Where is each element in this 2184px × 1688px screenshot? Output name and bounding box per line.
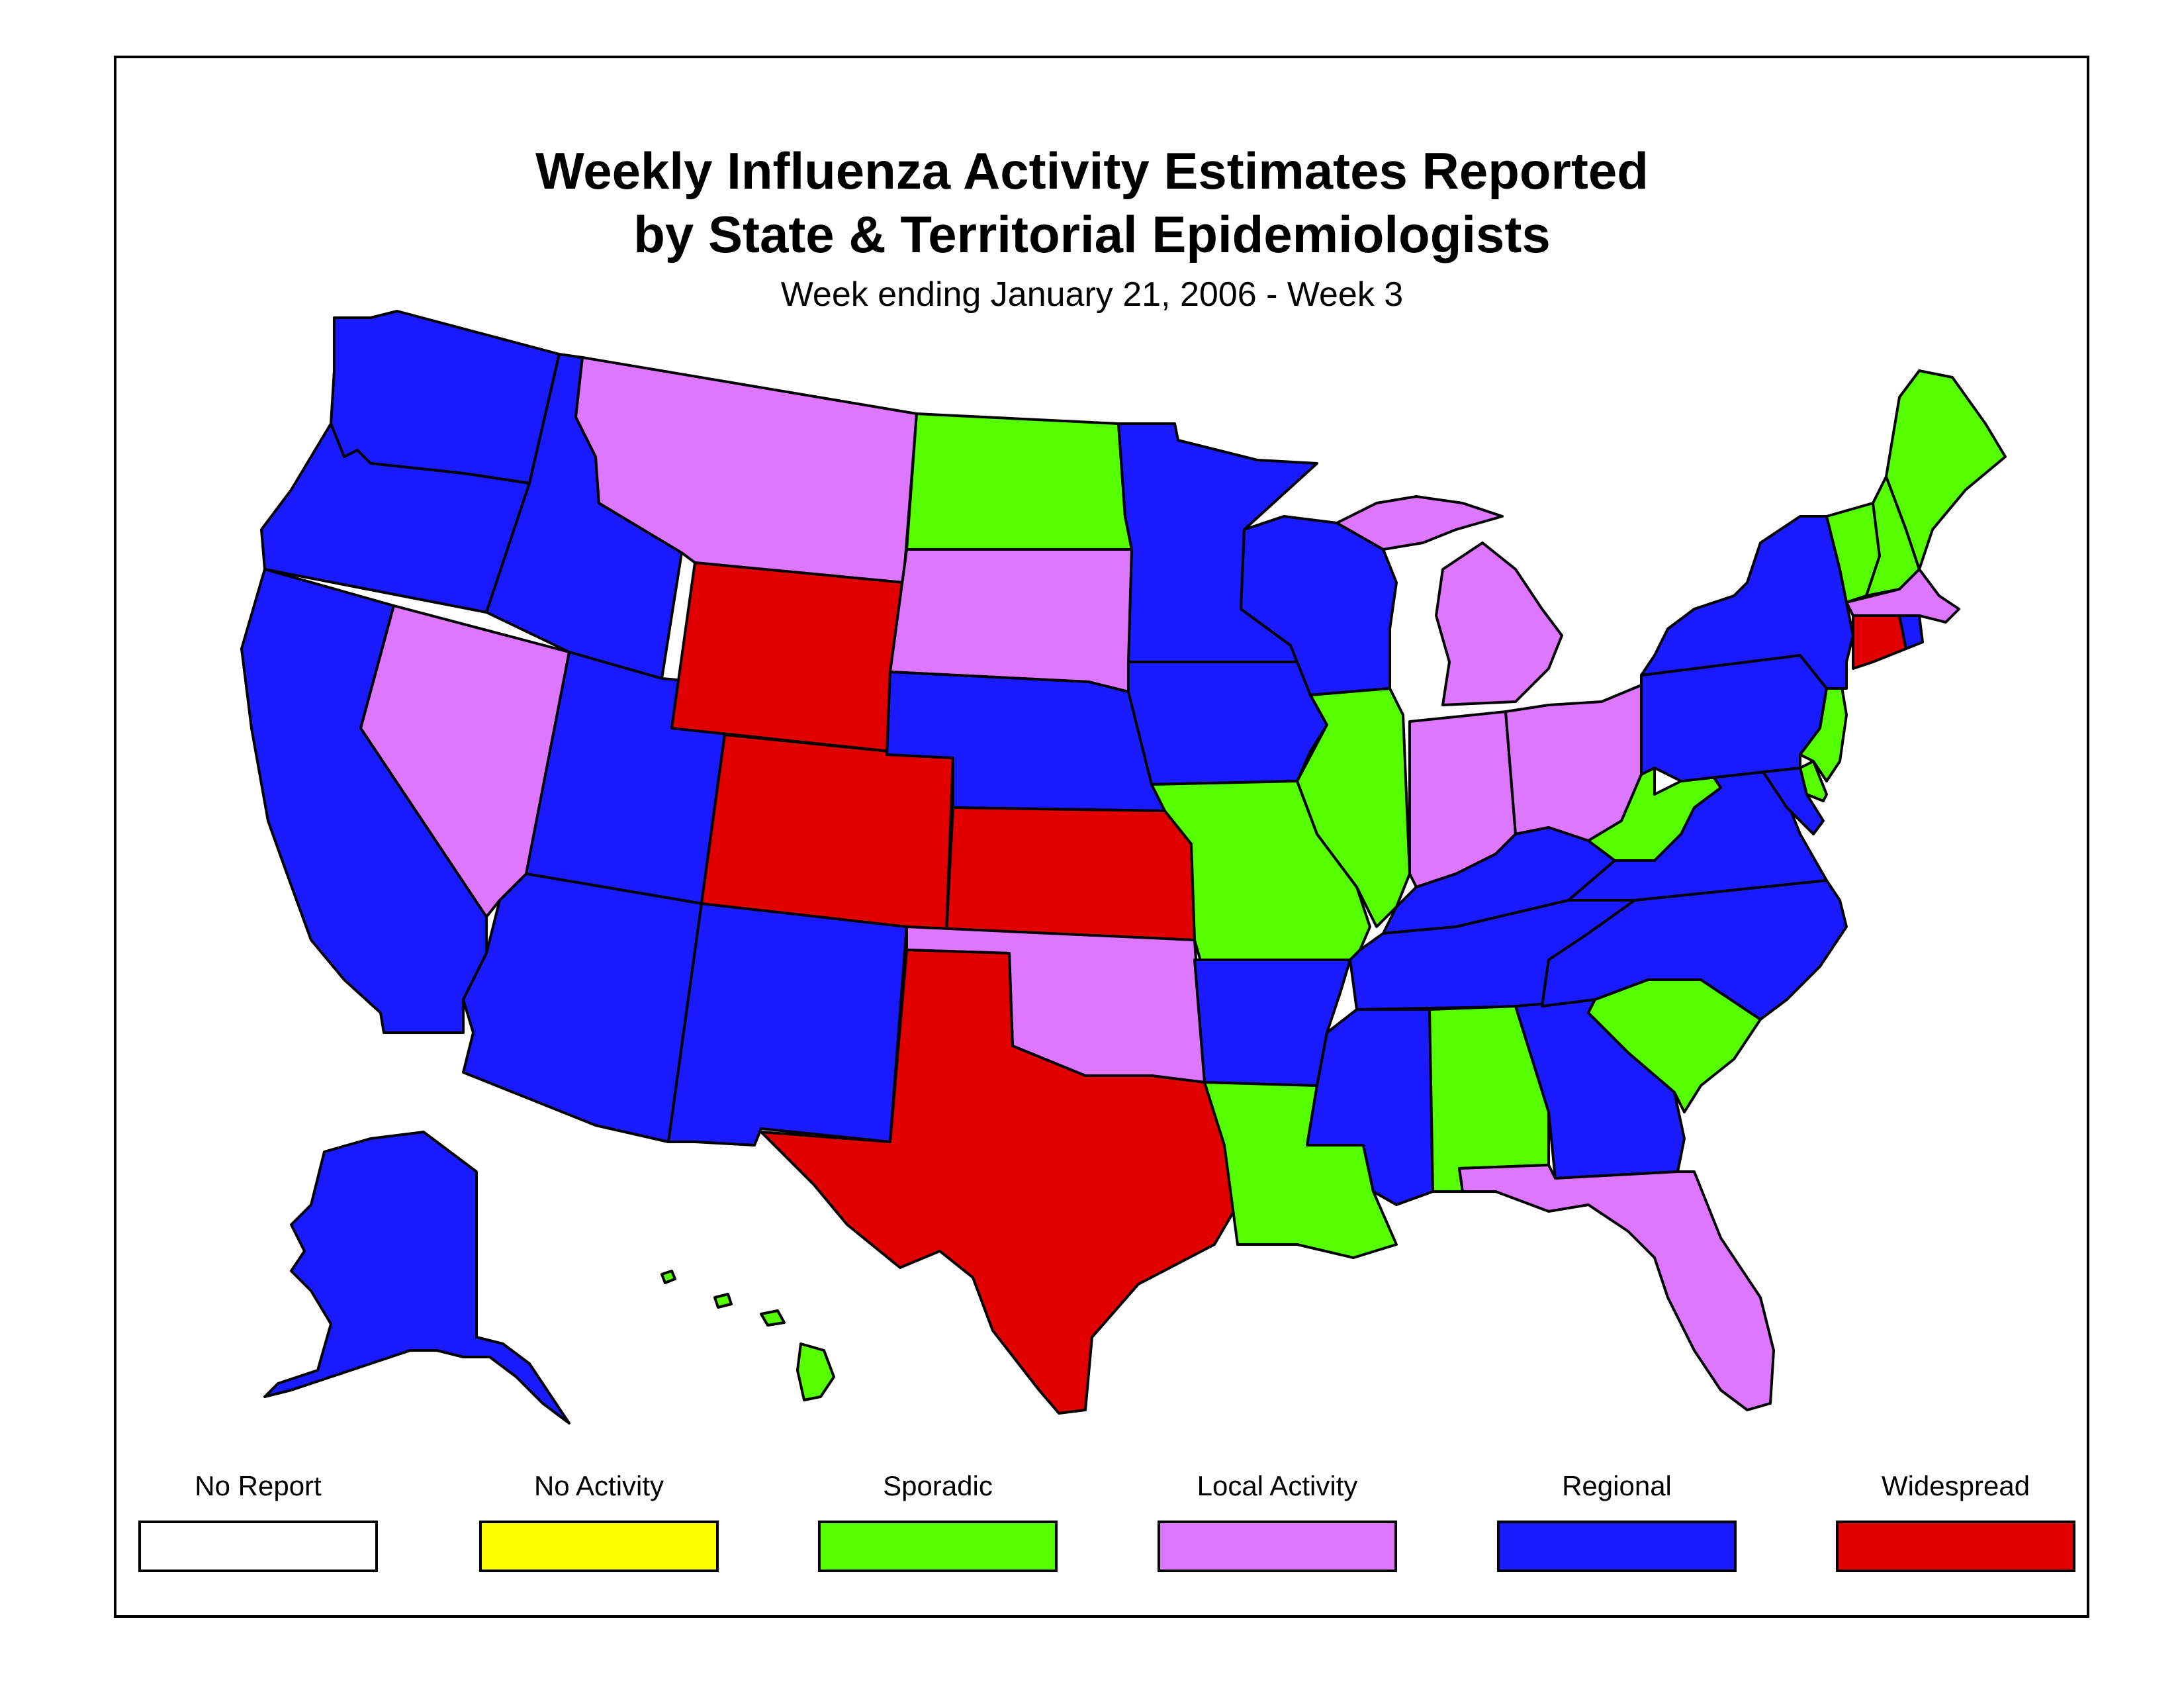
legend-swatch <box>138 1521 378 1572</box>
map-title: Weekly Influenza Activity Estimates Repo… <box>0 139 2184 266</box>
legend-swatch <box>479 1521 719 1572</box>
legend-label: Local Activity <box>1197 1470 1358 1501</box>
state-ri[interactable] <box>1898 614 1924 650</box>
state-wi[interactable] <box>1240 515 1398 696</box>
legend-swatch <box>1836 1521 2075 1572</box>
state-il[interactable] <box>1296 687 1411 928</box>
state-oh[interactable] <box>1504 684 1643 842</box>
state-wy[interactable] <box>670 561 905 753</box>
legend-label: No Activity <box>533 1470 664 1501</box>
state-tx[interactable] <box>760 949 1239 1415</box>
state-fl[interactable] <box>1458 1164 1775 1411</box>
state-ak[interactable] <box>263 1131 570 1425</box>
state-pa[interactable] <box>1640 654 1828 782</box>
legend-swatch <box>1497 1521 1737 1572</box>
legend-label: No Report <box>195 1470 322 1501</box>
legend-item-no-activity: No Activity <box>477 1466 721 1572</box>
legend-swatch <box>818 1521 1058 1572</box>
legend-item-sporadic: Sporadic <box>815 1466 1060 1572</box>
legend-label: Sporadic <box>883 1470 993 1501</box>
map-frame <box>114 56 2089 1618</box>
state-nm[interactable] <box>667 902 908 1147</box>
legend-item-local: Local Activity <box>1155 1466 1400 1572</box>
state-mi[interactable] <box>1336 495 1563 706</box>
state-ct[interactable] <box>1852 614 1907 670</box>
state-sd[interactable] <box>889 548 1133 693</box>
legend-swatch <box>1158 1521 1397 1572</box>
title-line-2: by State & Territorial Epidemiologists <box>633 205 1551 263</box>
state-ny[interactable] <box>1640 515 1854 690</box>
state-ia[interactable] <box>1127 661 1328 786</box>
title-line-1: Weekly Influenza Activity Estimates Repo… <box>535 142 1649 200</box>
state-de[interactable] <box>1799 760 1828 802</box>
state-me[interactable] <box>1885 369 2007 571</box>
state-hi[interactable] <box>660 1270 835 1401</box>
legend-item-no-report: No Report <box>136 1466 381 1572</box>
legend-label: Widespread <box>1881 1470 2030 1501</box>
state-az[interactable] <box>462 872 703 1143</box>
state-ks[interactable] <box>945 806 1196 941</box>
legend-item-widespread: Widespread <box>1833 1466 2078 1572</box>
map-subtitle: Week ending January 21, 2006 - Week 3 <box>780 275 1404 314</box>
legend-item-regional: Regional <box>1494 1466 1739 1572</box>
legend-label: Regional <box>1562 1470 1672 1501</box>
state-co[interactable] <box>700 733 954 935</box>
state-nd[interactable] <box>905 412 1133 551</box>
state-nj[interactable] <box>1799 667 1848 782</box>
